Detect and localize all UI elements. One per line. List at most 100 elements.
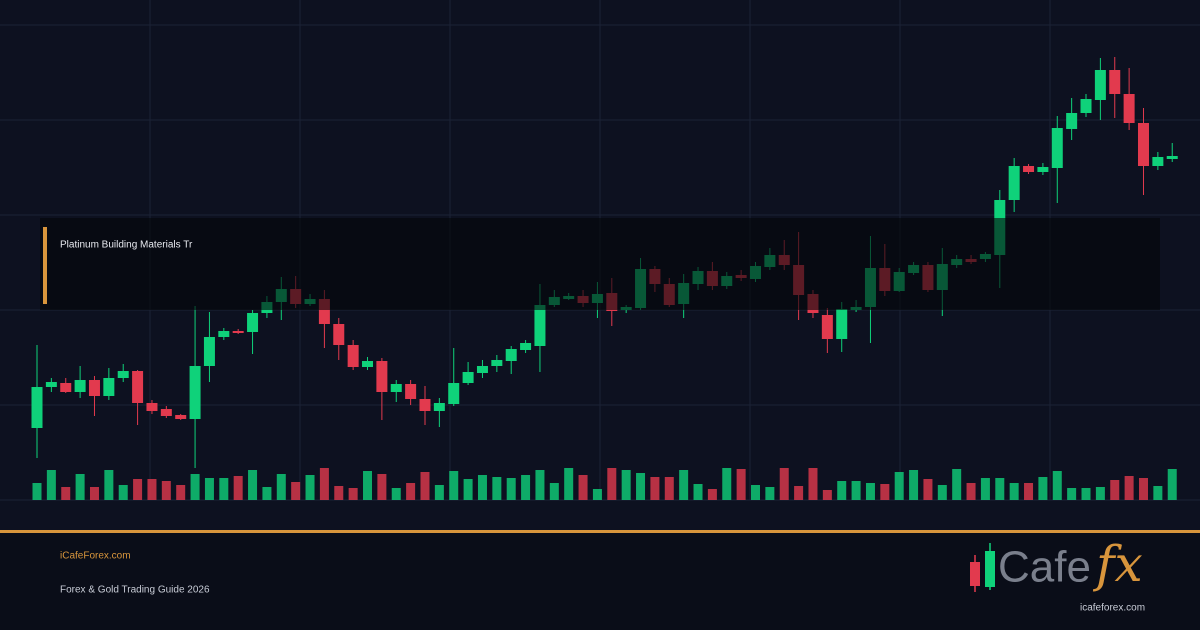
volume-bar — [736, 469, 746, 500]
volume-bar — [334, 486, 344, 500]
volume-bar — [923, 479, 933, 500]
volume-bar — [865, 483, 875, 500]
candle-body — [175, 415, 187, 419]
candle-body — [836, 309, 848, 339]
volume-bar — [291, 482, 301, 500]
volume-bar — [578, 475, 588, 500]
volume-bar — [420, 472, 430, 500]
logo-url: icafeforex.com — [1080, 603, 1145, 614]
volume-bar — [794, 486, 804, 500]
candle-body — [534, 305, 546, 346]
volume-bar — [363, 471, 373, 500]
volume-bar — [837, 481, 847, 500]
volume-bar — [880, 484, 890, 500]
candle-body — [117, 371, 129, 378]
volume-bar — [61, 487, 71, 500]
candle-body — [505, 349, 517, 361]
volume-bar — [751, 485, 760, 500]
volume-bar — [1052, 471, 1062, 500]
volume-bar — [937, 485, 947, 500]
chart-title: Platinum Building Materials Tr — [60, 240, 193, 251]
volume-bar — [822, 490, 832, 500]
candle-body — [132, 371, 144, 403]
logo: Cafe fx icafeforex.com — [970, 535, 1145, 614]
site-name: iCafeForex.com — [60, 551, 131, 562]
volume-bar — [779, 468, 789, 500]
candle-body — [476, 366, 488, 373]
volume-bar — [233, 476, 243, 500]
volume-bar — [636, 473, 646, 500]
volume-bar — [980, 478, 990, 500]
volume-bar — [894, 472, 904, 500]
volume-bar — [535, 470, 545, 500]
volume-bar — [1167, 469, 1177, 500]
volume-bar — [147, 479, 157, 500]
logo-candle — [985, 551, 995, 587]
volume-bar — [190, 474, 200, 500]
candle-body — [1123, 94, 1135, 123]
candle-body — [362, 361, 374, 367]
volume-bar — [377, 474, 387, 500]
volume-bar — [204, 478, 214, 500]
candle-body — [1166, 156, 1178, 159]
volume-bar — [248, 470, 258, 500]
candle-body — [1008, 166, 1020, 200]
candle-body — [821, 315, 833, 339]
candle-body — [1051, 128, 1063, 168]
candle-body — [1152, 157, 1164, 166]
volume-bar — [75, 474, 85, 500]
volume-bar — [219, 478, 229, 500]
volume-bar — [521, 475, 531, 500]
candle-body — [232, 331, 244, 333]
volume-bar — [851, 481, 861, 500]
volume-bar — [1110, 480, 1120, 500]
candle-body — [1109, 70, 1121, 94]
candle-body — [189, 366, 201, 419]
candle-body — [376, 361, 388, 392]
volume-bar — [1095, 487, 1105, 500]
volume-bar — [650, 477, 660, 500]
volume-bar — [262, 487, 272, 500]
candle-body — [333, 324, 345, 345]
candle-body — [405, 384, 417, 399]
candle-body — [433, 403, 445, 411]
candle-body — [203, 337, 215, 366]
volume-bar — [391, 488, 401, 500]
volume-bar — [506, 478, 516, 500]
volume-bar — [319, 468, 329, 500]
candle-body — [45, 382, 57, 387]
volume-bar — [104, 470, 114, 500]
volume-bar — [607, 468, 617, 500]
logo-candle — [970, 562, 980, 586]
volume-bar — [477, 475, 487, 500]
candle-body — [60, 383, 72, 392]
candle-body — [74, 380, 86, 392]
volume-bar — [995, 478, 1005, 500]
divider — [0, 530, 1200, 533]
volume-bar — [406, 483, 416, 500]
volume-bar — [161, 481, 171, 500]
candle-body — [1023, 166, 1035, 172]
volume-bar — [434, 485, 444, 500]
footer-background — [0, 533, 1200, 630]
candle-body — [318, 299, 330, 324]
title-accent — [43, 227, 47, 304]
volume-bar — [693, 484, 703, 500]
candle-body — [160, 409, 172, 416]
volume-bar — [1081, 488, 1091, 500]
logo-word: Cafe — [998, 543, 1091, 592]
candle-body — [462, 372, 474, 383]
candle-body — [146, 403, 158, 411]
logo-accent: fx — [1092, 535, 1143, 593]
volume-bar — [549, 483, 559, 500]
volume-bar — [966, 483, 976, 500]
volume-bar — [592, 489, 602, 500]
volume-bar — [1124, 476, 1134, 500]
candle-body — [247, 313, 259, 332]
volume-bar — [32, 483, 42, 500]
volume-bar — [1024, 483, 1034, 500]
volume-bar — [722, 468, 732, 500]
volume-bar — [664, 477, 674, 500]
candle-body — [103, 378, 115, 396]
candle-body — [31, 387, 43, 428]
